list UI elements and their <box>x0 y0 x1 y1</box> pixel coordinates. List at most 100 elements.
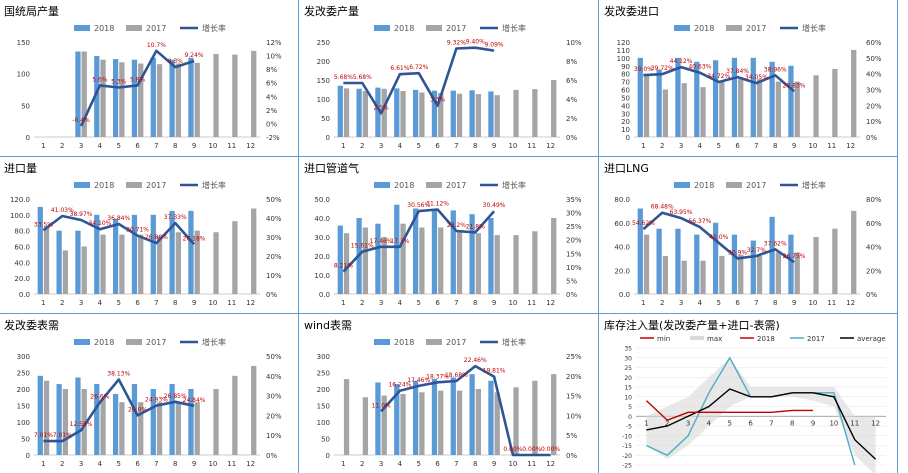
x-tick-label: 4 <box>398 299 403 307</box>
legend-swatch-2018 <box>374 182 390 188</box>
bar-2017 <box>100 234 106 294</box>
x-tick-label: 6 <box>135 299 140 307</box>
growth-data-label: 41.03% <box>51 207 74 214</box>
x-tick-label: 8 <box>773 299 777 307</box>
legend-swatch-2018 <box>674 182 690 188</box>
bar-2018 <box>788 234 794 294</box>
y-tick-label: 110 <box>617 47 630 55</box>
bar-2017 <box>719 256 725 294</box>
chart-title: 发改委产量 <box>304 4 359 18</box>
x-tick-label: 2 <box>360 460 364 468</box>
growth-data-label: 34.10% <box>88 220 111 227</box>
x-tick-label: 1 <box>341 299 345 307</box>
growth-data-label: 31.12% <box>426 201 449 208</box>
x-tick-label: 6 <box>735 299 740 307</box>
growth-data-label: 54.62% <box>632 220 655 227</box>
y2-tick-label: 60% <box>866 39 882 47</box>
bar-2017 <box>794 81 800 137</box>
y-tick-label: 250 <box>17 370 30 378</box>
x-tick-label: 9 <box>192 142 196 150</box>
legend-label-growth: 增长率 <box>502 337 526 347</box>
bar-2017 <box>513 387 519 455</box>
bar-2017 <box>532 231 538 294</box>
y2-tick-label: 20% <box>266 253 282 261</box>
y-tick-label: -25 <box>622 463 632 470</box>
y2-tick-label: 40% <box>266 373 282 381</box>
y2-tick-label: 50% <box>866 55 882 63</box>
y-tick-label: 70 <box>621 79 630 87</box>
bar-2017 <box>381 395 387 455</box>
bar-2018 <box>112 218 119 294</box>
bar-2018 <box>750 57 756 138</box>
bar-2017 <box>438 227 444 294</box>
y2-tick-label: 50% <box>266 196 282 204</box>
growth-line <box>643 65 795 93</box>
bar-2017 <box>456 231 463 294</box>
bar-2018 <box>469 90 475 137</box>
x-tick-label: 3 <box>679 299 683 307</box>
bar-2018 <box>394 384 400 455</box>
x-tick-label: 10 <box>829 419 838 427</box>
bar-2017 <box>232 54 238 137</box>
growth-data-label: 40.63% <box>688 64 711 71</box>
y-tick-label: 35 <box>624 346 632 353</box>
y2-tick-label: 15% <box>566 250 582 258</box>
legend-swatch-2018 <box>374 25 390 31</box>
legend-label-2017: 2017 <box>446 181 466 190</box>
bar-2018 <box>412 208 419 294</box>
legend-label-growth: 增长率 <box>802 180 826 190</box>
growth-data-label: 5.6% <box>92 76 108 83</box>
x-tick-label: 8 <box>473 460 477 468</box>
x-tick-label: 2 <box>660 142 664 150</box>
y2-tick-label: 0% <box>866 291 877 299</box>
legend-label-2017: 2017 <box>146 338 166 347</box>
x-tick-label: 7 <box>154 299 158 307</box>
bar-2018 <box>188 210 194 294</box>
x-tick-label: 5 <box>117 142 121 150</box>
bar-2017 <box>832 68 838 137</box>
bar-2017 <box>662 256 669 294</box>
y2-tick-label: 0% <box>566 452 577 460</box>
growth-data-label: 5.3% <box>111 78 127 85</box>
y-tick-label: 10 <box>624 394 632 401</box>
bar-2017 <box>400 91 406 137</box>
y-tick-label: 40.0 <box>314 215 330 223</box>
y-tick-label: 150 <box>317 403 330 411</box>
x-tick-label: 9 <box>492 142 496 150</box>
bar-2018 <box>75 51 81 137</box>
bar-2017 <box>43 226 50 294</box>
bar-2017 <box>419 92 425 137</box>
x-tick-label: 12 <box>546 142 555 150</box>
legend: 2018 2017 增长率 <box>74 23 226 33</box>
legend: 2018 2017 增长率 <box>74 337 226 347</box>
y2-tick-label: 30% <box>266 393 282 401</box>
y2-tick-label: 40% <box>866 71 882 79</box>
x-tick-label: 11 <box>827 142 836 150</box>
y-tick-label: 20 <box>621 118 630 126</box>
y-tick-label: 200 <box>317 58 330 66</box>
bar-2017 <box>213 232 219 294</box>
x-tick-label: 2 <box>60 299 64 307</box>
y2-tick-label: 8% <box>266 66 277 74</box>
chart-c9: 库存注入量(发改委产量+进口-表需)min max 2018 2017 average-… <box>604 318 886 473</box>
y2-tick-label: 10% <box>266 53 282 61</box>
legend-swatch-2018 <box>74 339 90 345</box>
legend-label-2018: 2018 <box>94 338 114 347</box>
bar-2017 <box>62 389 69 455</box>
bar-2017 <box>532 89 538 137</box>
x-tick-label: 7 <box>754 142 758 150</box>
x-tick-label: 10 <box>508 299 517 307</box>
bar-2017 <box>775 81 782 137</box>
y2-tick-label: 80% <box>866 196 882 204</box>
panel-divider <box>298 0 299 473</box>
y2-tick-label: 0% <box>566 291 577 299</box>
growth-data-label: 26.75% <box>783 253 806 260</box>
y2-tick-label: 60% <box>866 220 882 228</box>
x-tick-label: 6 <box>135 142 140 150</box>
x-tick-label: 9 <box>792 299 796 307</box>
bar-2017 <box>251 208 257 294</box>
legend-swatch-2018 <box>74 25 90 31</box>
bar-2017 <box>251 365 257 455</box>
growth-data-label: 34.72% <box>707 73 730 80</box>
y-tick-label: 50.0 <box>314 196 330 204</box>
